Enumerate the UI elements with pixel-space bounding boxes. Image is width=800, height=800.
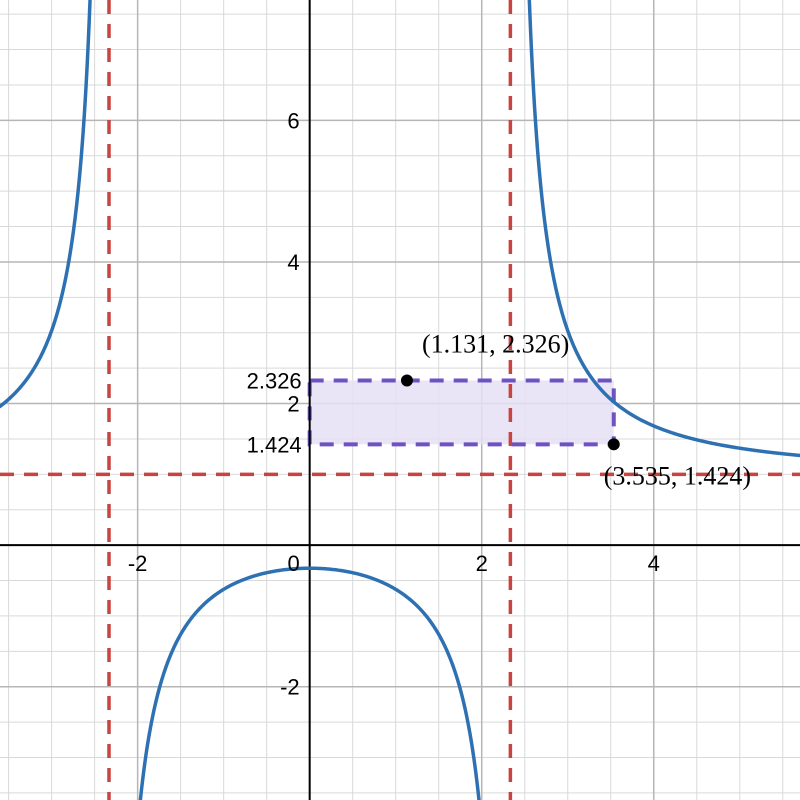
plot-area: -2 0 2 4 -2 2 4 6 2.326 1.424 (1.131, 2.326) (3.535… [0, 0, 800, 800]
y-tick-label: -2 [280, 675, 300, 700]
shaded-region [310, 380, 614, 444]
y-annotation: 1.424 [247, 432, 302, 457]
x-tick-label: -2 [128, 551, 148, 576]
y-tick-label: 2 [287, 392, 299, 417]
x-tick-label: 4 [648, 551, 660, 576]
point-label: (1.131, 2.326) [422, 329, 569, 358]
marked-point [401, 374, 413, 386]
marked-point [608, 438, 620, 450]
x-tick-label: 2 [476, 551, 488, 576]
point-label: (3.535, 1.424) [604, 461, 751, 490]
y-tick-label: 4 [287, 250, 299, 275]
y-tick-label: 6 [287, 108, 299, 133]
x-tick-label: 0 [288, 551, 300, 576]
y-annotation: 2.326 [247, 368, 302, 393]
chart-svg: -2 0 2 4 -2 2 4 6 2.326 1.424 (1.131, 2.326) (3.535… [0, 0, 800, 800]
